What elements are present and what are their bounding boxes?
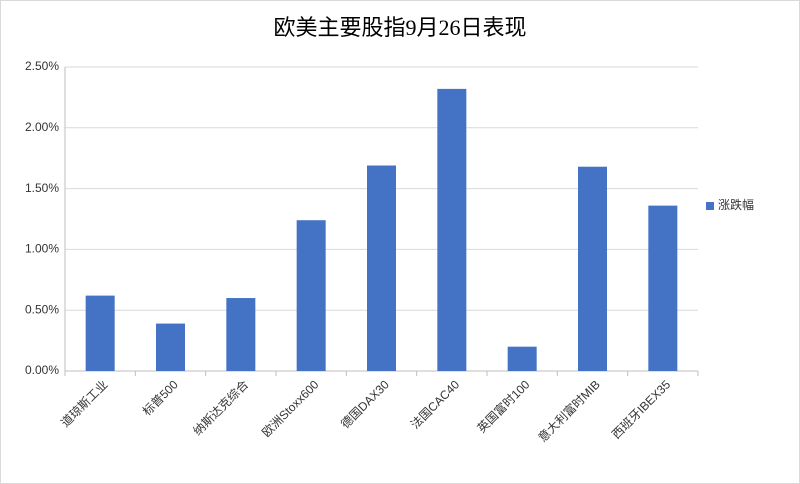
bar: [367, 165, 396, 371]
bar: [578, 166, 607, 371]
chart-title: 欧美主要股指9月26日表现: [273, 15, 526, 40]
bar: [156, 323, 185, 371]
y-tick-label: 2.50%: [25, 59, 59, 73]
legend-label: 涨跌幅: [718, 197, 754, 212]
bar: [85, 295, 115, 371]
y-tick-label: 1.50%: [25, 181, 59, 195]
y-tick-label: 0.50%: [25, 302, 59, 316]
legend-swatch: [706, 202, 714, 210]
bar: [296, 220, 326, 371]
bar: [507, 346, 537, 371]
bar: [437, 88, 467, 371]
bar: [226, 298, 256, 371]
y-tick-label: 1.00%: [25, 242, 59, 256]
bar: [648, 205, 678, 371]
y-tick-label: 2.00%: [25, 120, 59, 134]
y-tick-label: 0.00%: [25, 363, 59, 377]
